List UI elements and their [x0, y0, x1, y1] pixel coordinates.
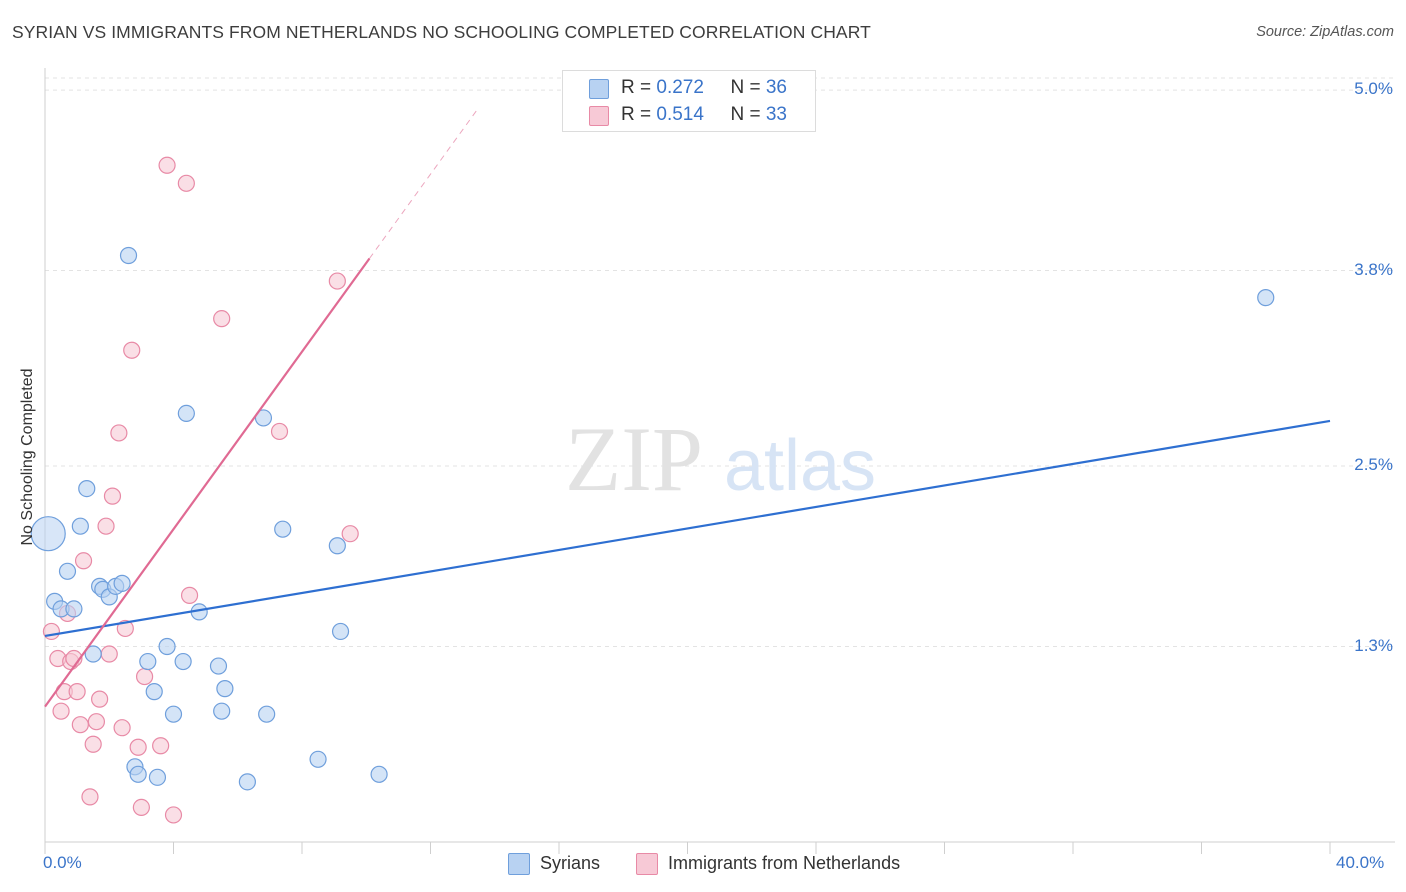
point-syrians [148, 768, 167, 786]
trend-line [44, 257, 371, 708]
legend-r-label: R = [621, 77, 657, 98]
point-syrians [209, 657, 228, 675]
point-netherlands [164, 806, 183, 824]
point-syrians [274, 520, 292, 538]
point-netherlands [97, 517, 115, 535]
bottom-legend-swatch-syrians [508, 853, 530, 875]
series-syrians-points [30, 246, 1275, 791]
legend-n-value-syrians: 36 [765, 77, 787, 98]
point-syrians [328, 537, 346, 555]
point-syrians [254, 409, 273, 427]
point-syrians [331, 622, 350, 641]
point-syrians [158, 637, 176, 656]
series-netherlands-points [42, 156, 359, 824]
legend-n-label: N = [730, 104, 766, 125]
point-netherlands [84, 735, 102, 753]
point-syrians [129, 765, 147, 783]
point-netherlands [42, 622, 61, 641]
point-netherlands [113, 719, 131, 737]
point-syrians [71, 517, 89, 535]
point-netherlands [328, 272, 346, 290]
legend-swatch-netherlands [589, 106, 609, 126]
y-tick-label: 2.5% [1354, 455, 1393, 475]
point-syrians [213, 702, 231, 720]
bottom-legend-label-syrians: Syrians [540, 853, 601, 873]
point-netherlands [177, 174, 195, 192]
point-netherlands [91, 690, 109, 708]
point-netherlands [100, 645, 118, 663]
point-netherlands [71, 716, 89, 734]
legend-n-value-netherlands: 33 [765, 104, 787, 125]
point-syrians [174, 652, 192, 671]
x-tick-label-max: 40.0% [1336, 853, 1385, 872]
watermark-atlas: atlas [724, 426, 876, 506]
point-netherlands [341, 525, 359, 543]
y-tick-label: 5.0% [1354, 79, 1393, 99]
point-netherlands [270, 422, 289, 441]
point-syrians [84, 645, 102, 663]
watermark-zip: ZIP [565, 408, 703, 510]
point-netherlands [103, 487, 122, 505]
point-syrians [119, 246, 138, 265]
point-netherlands [123, 341, 141, 359]
point-netherlands [132, 798, 150, 817]
chart-title: SYRIAN VS IMMIGRANTS FROM NETHERLANDS NO… [12, 22, 871, 42]
point-netherlands [52, 702, 70, 720]
legend-r-value-syrians: 0.272 [656, 77, 704, 98]
bottom-legend-label-netherlands: Immigrants from Netherlands [668, 853, 901, 873]
point-syrians [216, 680, 234, 698]
point-netherlands [135, 667, 154, 686]
point-netherlands [116, 619, 134, 638]
point-syrians [309, 750, 327, 768]
point-syrians [258, 705, 276, 723]
point-netherlands [74, 552, 93, 570]
point-syrians [164, 705, 183, 723]
point-netherlands [68, 683, 86, 701]
point-netherlands [87, 713, 106, 731]
point-netherlands [158, 156, 176, 174]
point-syrians [238, 773, 256, 791]
y-axis-label: No Schooling Completed [19, 368, 36, 546]
legend-r-label: R = [621, 104, 657, 125]
trend-lines [44, 107, 1331, 708]
axes-layer [44, 68, 1395, 854]
trend-line-extension [369, 107, 480, 259]
legend-n-label: N = [730, 77, 766, 98]
grid-layer [45, 77, 1395, 647]
source-credit: Source: ZipAtlas.com [1256, 24, 1394, 40]
point-syrians [113, 574, 131, 592]
correlation-legend: R = 0.272 N = 36 R = 0.514 N = 33 [562, 70, 816, 132]
point-netherlands [129, 738, 147, 756]
legend-r-value-netherlands: 0.514 [656, 104, 704, 125]
trend-line [44, 419, 1331, 638]
bottom-legend-swatch-netherlands [636, 853, 658, 875]
point-syrians [177, 404, 195, 423]
point-netherlands [81, 788, 99, 806]
point-syrians [78, 479, 96, 498]
point-syrians [58, 562, 77, 580]
point-syrians [145, 683, 163, 701]
legend-swatch-syrians [589, 79, 609, 99]
point-syrians [139, 652, 157, 671]
watermark: ZIP atlas [565, 408, 876, 510]
point-netherlands [180, 586, 199, 604]
point-netherlands [110, 424, 128, 442]
point-syrians [1257, 289, 1275, 307]
point-netherlands [213, 310, 231, 328]
point-syrians [30, 516, 66, 552]
point-syrians [65, 600, 83, 618]
y-tick-label: 3.8% [1354, 259, 1393, 279]
x-tick-label-min: 0.0% [43, 853, 82, 872]
point-syrians [370, 765, 388, 783]
point-netherlands [152, 737, 170, 755]
y-tick-label: 1.3% [1354, 635, 1393, 655]
